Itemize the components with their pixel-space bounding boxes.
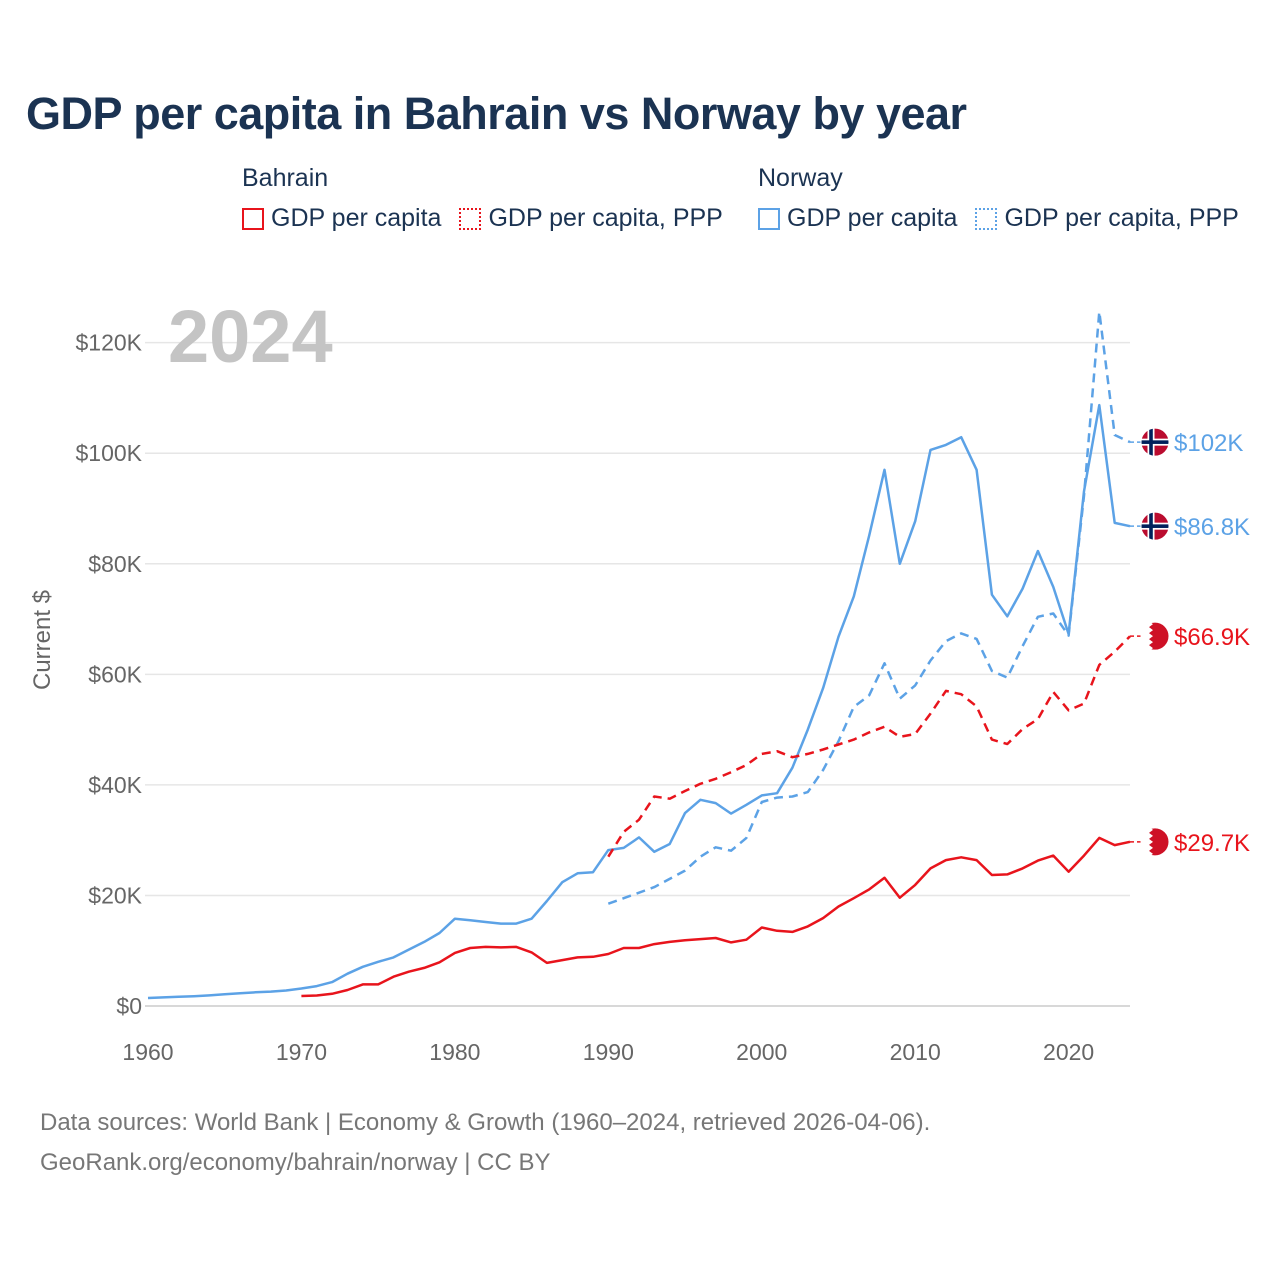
y-tick-label: $60K bbox=[88, 661, 142, 687]
x-tick-label: 1980 bbox=[429, 1039, 480, 1065]
legend-label: GDP per capita bbox=[271, 204, 442, 232]
solid-line-swatch-icon bbox=[758, 207, 780, 230]
x-tick-label: 1960 bbox=[122, 1039, 173, 1065]
y-tick-label: $120K bbox=[75, 330, 142, 356]
solid-line-swatch-icon bbox=[242, 207, 264, 230]
norway-flag-icon bbox=[1140, 511, 1170, 541]
legend-item-bahrain-ppp[interactable]: GDP per capita, PPP bbox=[459, 204, 723, 233]
chart-title: GDP per capita in Bahrain vs Norway by y… bbox=[26, 88, 967, 139]
y-tick-label: $100K bbox=[75, 440, 142, 466]
dotted-line-swatch-icon bbox=[459, 207, 482, 230]
y-tick-label: $80K bbox=[88, 551, 142, 577]
legend-norway-name: Norway bbox=[758, 164, 843, 192]
legend-norway: Norway GDP per capita GDP per capita, PP… bbox=[758, 160, 1239, 233]
series-line-bahrain-gdp-per-capita[interactable] bbox=[301, 836, 1131, 998]
y-tick-label: $20K bbox=[88, 882, 142, 908]
bahrain-flag-icon bbox=[1140, 621, 1170, 651]
legend-item-bahrain-gdp[interactable]: GDP per capita bbox=[242, 204, 441, 233]
legend-label: GDP per capita bbox=[787, 204, 958, 232]
y-tick-label: $40K bbox=[88, 772, 142, 798]
end-value-label: $86.8K bbox=[1174, 514, 1250, 541]
end-value-label: $66.9K bbox=[1174, 624, 1250, 651]
year-watermark: 2024 bbox=[168, 295, 333, 378]
source-note: Data sources: World Bank | Economy & Gro… bbox=[40, 1109, 931, 1136]
y-tick-label: $0 bbox=[116, 993, 142, 1019]
legend-bahrain: Bahrain GDP per capita GDP per capita, P… bbox=[242, 160, 723, 233]
source-link[interactable]: GeoRank.org/economy/bahrain/norway | CC … bbox=[40, 1149, 551, 1176]
legend-label: GDP per capita, PPP bbox=[488, 204, 723, 232]
x-tick-label: 1990 bbox=[583, 1039, 634, 1065]
x-tick-label: 2000 bbox=[736, 1039, 787, 1065]
x-tick-label: 2020 bbox=[1043, 1039, 1094, 1065]
series-line-norway-gdp-per-capita-ppp[interactable] bbox=[607, 310, 1131, 905]
series-line-norway-gdp-per-capita[interactable] bbox=[147, 403, 1131, 1000]
x-tick-label: 1970 bbox=[276, 1039, 327, 1065]
legend-item-norway-gdp[interactable]: GDP per capita bbox=[758, 204, 957, 233]
series-line-bahrain-gdp-per-capita-ppp[interactable] bbox=[607, 635, 1131, 858]
y-axis-label: Current $ bbox=[29, 590, 56, 690]
legend-item-norway-ppp[interactable]: GDP per capita, PPP bbox=[975, 204, 1239, 233]
legend-label: GDP per capita, PPP bbox=[1004, 204, 1239, 232]
dotted-line-swatch-icon bbox=[975, 207, 998, 230]
legend-bahrain-name: Bahrain bbox=[242, 164, 329, 192]
end-value-label: $102K bbox=[1174, 430, 1243, 457]
bahrain-flag-icon bbox=[1140, 827, 1170, 857]
norway-flag-icon bbox=[1140, 427, 1170, 457]
x-tick-label: 2010 bbox=[890, 1039, 941, 1065]
footer: Data sources: World Bank | Economy & Gro… bbox=[40, 1103, 930, 1183]
end-value-label: $29.7K bbox=[1174, 830, 1250, 857]
